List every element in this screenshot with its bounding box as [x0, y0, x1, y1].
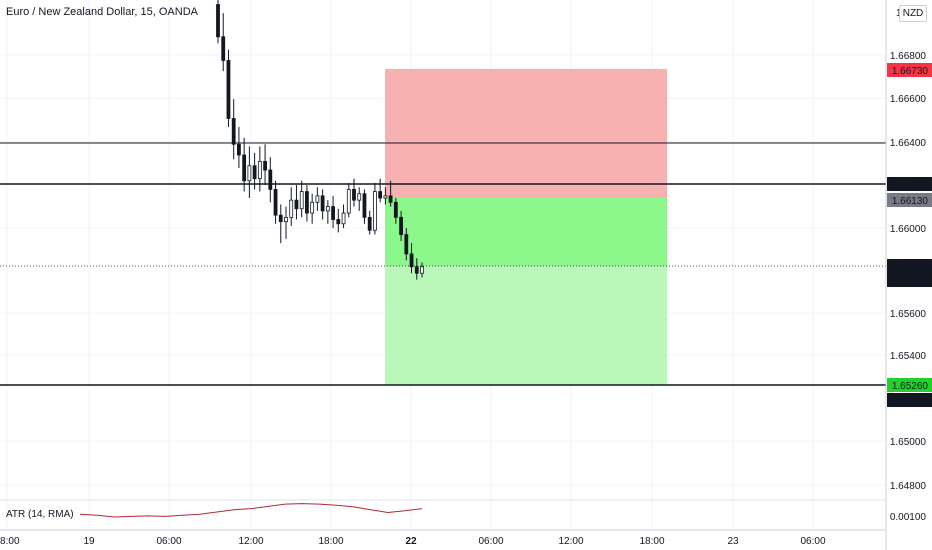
candle-body: [278, 214, 283, 223]
tag-resistance: 1.66193: [887, 177, 932, 191]
svg-text:1.65260: 1.65260: [892, 381, 929, 392]
target-zone-upper[interactable]: [385, 198, 667, 266]
candle-body: [299, 191, 304, 210]
candle-body: [399, 216, 403, 235]
candle-body: [263, 161, 267, 171]
time-tick-label: 06:00: [478, 536, 503, 547]
svg-text:1.65815: 1.65815: [892, 262, 929, 273]
time-tick-label: 12:00: [238, 536, 263, 547]
candle-body: [409, 253, 414, 268]
candle-body: [315, 195, 320, 203]
tag-take-profit-top: 1.66730: [887, 63, 932, 77]
tag-entry: 1.66130: [887, 193, 932, 207]
candle-body: [257, 161, 262, 180]
svg-text:1.66193: 1.66193: [892, 180, 929, 191]
candle-body: [231, 118, 236, 145]
tag-last-price: 1.65815 12:20: [887, 259, 932, 287]
time-axis[interactable]: 18:00 19 06:00 12:00 18:00 22 06:00 12:00 18:00 2…: [0, 536, 826, 547]
candle-body: [346, 189, 351, 214]
candle-body: [252, 165, 257, 180]
price-tick-label: 1.66800: [890, 51, 927, 62]
target-zone-lower[interactable]: [385, 266, 667, 385]
candle-body: [268, 169, 273, 190]
candle-body: [362, 193, 367, 218]
time-tick-label: 18:00: [0, 536, 20, 547]
candle-body: [420, 266, 424, 274]
candle-body: [367, 216, 372, 231]
time-tick-label: 19: [83, 536, 95, 547]
candle-body: [305, 191, 309, 214]
candle-body: [237, 143, 241, 156]
candle-body: [273, 189, 278, 216]
candle-body: [242, 154, 247, 182]
candle-body: [336, 219, 341, 225]
candle-body: [378, 191, 383, 199]
price-tick-label: 1.66000: [890, 224, 927, 235]
time-tick-label: 12:00: [558, 536, 583, 547]
candle-body: [320, 195, 325, 212]
time-tick-label: 06:00: [800, 536, 825, 547]
price-tick-label: 1.65600: [890, 309, 927, 320]
chart-title: Euro / New Zealand Dollar, 15, OANDA: [6, 6, 198, 18]
svg-text:1.66730: 1.66730: [892, 66, 929, 77]
candle-body: [216, 4, 220, 38]
candle-body: [284, 216, 288, 223]
svg-text:1.65257: 1.65257: [892, 396, 929, 407]
candle-body: [310, 201, 315, 214]
price-tick-label: 1.65400: [890, 351, 927, 362]
time-tick-label: 22: [405, 536, 417, 547]
candle-body: [404, 234, 409, 255]
svg-text:1.66130: 1.66130: [892, 196, 929, 207]
candle-body: [289, 199, 294, 218]
price-axis[interactable]: 1.66800 1.66600 1.66400 1.66000 1.65600 1.654…: [890, 51, 927, 492]
candle-body: [325, 206, 330, 212]
candle-body: [331, 206, 335, 220]
candle-body: [393, 201, 398, 218]
candle-body: [388, 195, 393, 203]
candle-body: [383, 195, 388, 199]
atr-value-tick: 0.00100: [890, 512, 927, 523]
indicator-label[interactable]: ATR (14, RMA): [6, 509, 74, 520]
candle-body: [414, 266, 419, 274]
currency-selector[interactable]: NZD: [899, 5, 927, 22]
price-tick-label: 1.66600: [890, 94, 927, 105]
price-tick-label: 1.65000: [890, 437, 927, 448]
atr-line[interactable]: [79, 503, 423, 518]
time-tick-label: 06:00: [156, 536, 181, 547]
svg-text:12:20: 12:20: [900, 276, 925, 287]
price-tick-label: 1.66400: [890, 138, 927, 149]
tag-support: 1.65257: [887, 393, 932, 407]
candle-body: [294, 199, 299, 210]
candle-body: [357, 193, 362, 201]
candle-body: [373, 191, 377, 231]
candle-body: [352, 189, 356, 201]
time-tick-label: 18:00: [639, 536, 664, 547]
time-tick-label: 23: [727, 536, 739, 547]
candle-body: [221, 36, 226, 61]
price-tick-label: 1.64800: [890, 481, 927, 492]
candle-body: [341, 212, 346, 225]
candles: [216, 0, 424, 280]
stop-loss-zone[interactable]: [385, 69, 667, 198]
candle-body: [226, 60, 231, 119]
time-tick-label: 18:00: [318, 536, 343, 547]
candle-body: [247, 165, 252, 182]
tag-target: 1.65260: [887, 378, 932, 392]
